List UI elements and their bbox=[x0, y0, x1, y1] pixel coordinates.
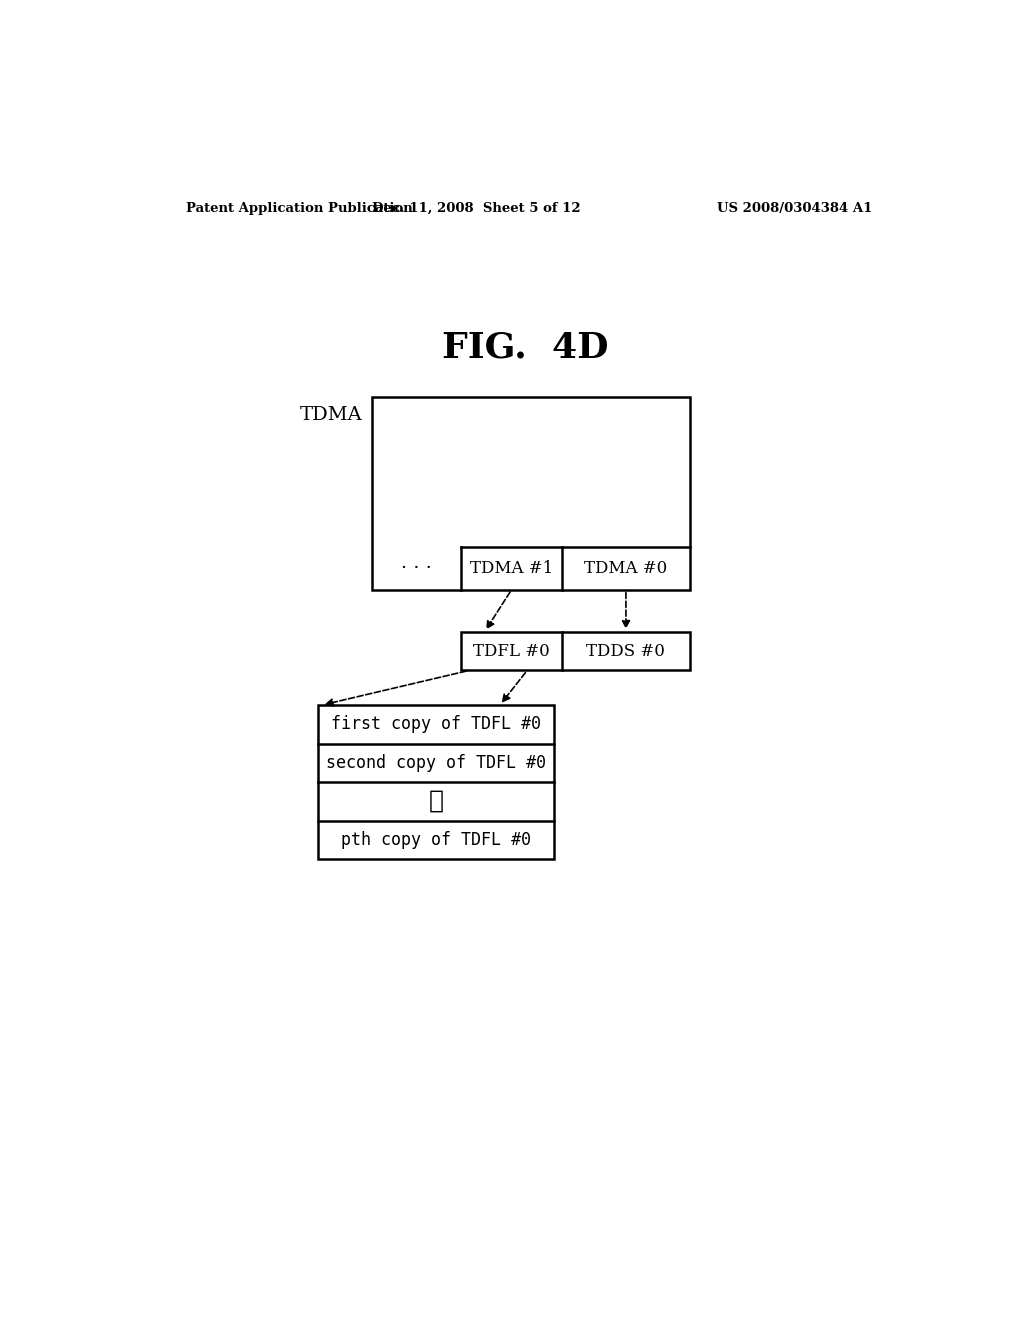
Bar bbox=[461, 632, 690, 671]
Bar bbox=[317, 705, 554, 859]
Text: TDDS #0: TDDS #0 bbox=[587, 643, 666, 660]
Text: pth copy of TDFL #0: pth copy of TDFL #0 bbox=[341, 830, 531, 849]
Text: US 2008/0304384 A1: US 2008/0304384 A1 bbox=[717, 202, 872, 215]
Text: ⋮: ⋮ bbox=[429, 789, 443, 813]
Text: Patent Application Publication: Patent Application Publication bbox=[186, 202, 413, 215]
Text: first copy of TDFL #0: first copy of TDFL #0 bbox=[331, 715, 541, 734]
Text: TDMA #0: TDMA #0 bbox=[585, 560, 668, 577]
Text: · · ·: · · · bbox=[401, 560, 432, 577]
Text: FIG.  4D: FIG. 4D bbox=[441, 330, 608, 364]
Text: TDMA #1: TDMA #1 bbox=[470, 560, 553, 577]
Bar bbox=[372, 397, 690, 590]
Text: second copy of TDFL #0: second copy of TDFL #0 bbox=[326, 754, 546, 772]
Text: TDMA: TDMA bbox=[300, 407, 362, 424]
Text: TDFL #0: TDFL #0 bbox=[473, 643, 550, 660]
Text: Dec. 11, 2008  Sheet 5 of 12: Dec. 11, 2008 Sheet 5 of 12 bbox=[373, 202, 581, 215]
